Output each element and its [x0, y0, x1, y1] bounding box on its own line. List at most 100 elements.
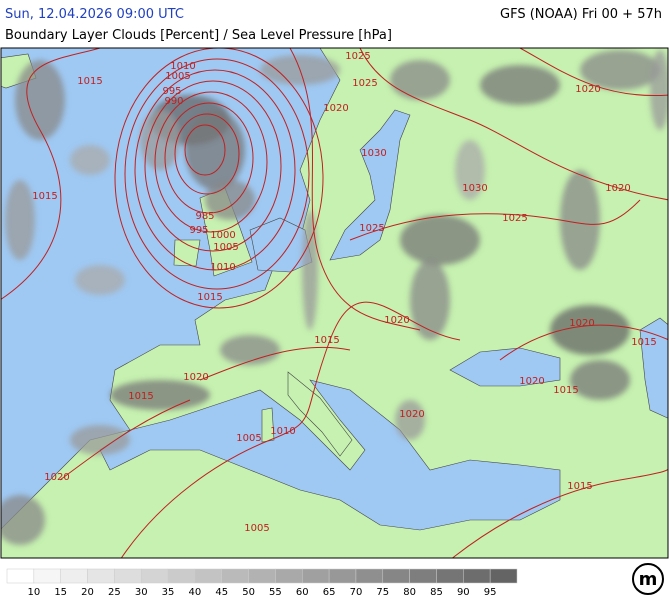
isobar-label: 1020 [569, 318, 594, 329]
isobar [199, 346, 351, 381]
isobar-label: 1010 [270, 426, 295, 437]
isobar-label: 1015 [128, 391, 153, 402]
isobar-label: 1010 [210, 262, 235, 273]
isobar [349, 199, 641, 241]
baltic-sea [329, 109, 411, 261]
legend-swatch [194, 568, 222, 584]
isobar-label: 1025 [345, 51, 370, 62]
legend-swatch [221, 568, 249, 584]
legend-swatch [275, 568, 303, 584]
italy [287, 371, 353, 457]
isobar [184, 124, 226, 176]
isobar-label: 1020 [575, 84, 600, 95]
legend-label: 10 [27, 587, 40, 598]
isobar-label: 1025 [359, 223, 384, 234]
isobar [289, 48, 421, 331]
legend-swatch [409, 568, 437, 584]
isobar [134, 69, 296, 271]
legend-label: 45 [215, 587, 228, 598]
cloud [455, 140, 485, 200]
isobar-label: 1020 [605, 183, 630, 194]
cloud [220, 335, 280, 365]
isobar-label: 1015 [197, 292, 222, 303]
legend-swatch [60, 568, 88, 584]
legend-label: 75 [376, 587, 389, 598]
map-area: 1015101010059959901025102510201030103010… [1, 48, 668, 558]
legend-swatch [302, 568, 330, 584]
cloud [395, 400, 425, 440]
isobar-label: 1015 [32, 191, 57, 202]
legend-swatch [6, 568, 35, 584]
isobar-label: 1005 [165, 71, 190, 82]
isobar [451, 468, 668, 558]
map-frame [0, 47, 669, 559]
legend-swatch [463, 568, 491, 584]
isobar-label: 1015 [553, 385, 578, 396]
isobar [519, 48, 668, 97]
isobar-label: 1030 [462, 183, 487, 194]
isobars [1, 48, 668, 558]
cloud [650, 50, 668, 130]
legend-label: 90 [457, 587, 470, 598]
logo: m [632, 563, 664, 595]
cloud [70, 145, 110, 175]
isobar [124, 58, 310, 290]
cloud [410, 260, 450, 340]
legend-swatch [248, 568, 276, 584]
sardinia [261, 407, 275, 443]
legend-swatch [87, 568, 115, 584]
legend-swatch [382, 568, 410, 584]
legend-label: 65 [323, 587, 336, 598]
legend: 10 15 20 25 30 35 40 45 50 55 60 65 70 75 80 85 90 95 [6, 568, 518, 598]
caspian-sea [639, 317, 668, 419]
isobar-label: 1015 [631, 337, 656, 348]
legend-swatch [436, 568, 464, 584]
legend-label: 30 [135, 587, 148, 598]
isobar [59, 399, 191, 481]
isobar-label: 1025 [502, 213, 527, 224]
ireland [173, 239, 201, 267]
cloud [570, 360, 630, 400]
isobar-label: 1000 [210, 230, 235, 241]
isobar [154, 91, 268, 233]
isobar-label: 995 [162, 86, 181, 97]
cloud [15, 60, 65, 140]
isobar-label: 1005 [244, 523, 269, 534]
legend-swatch [140, 568, 169, 584]
legend-label: 40 [189, 587, 202, 598]
legend-swatch [489, 568, 518, 584]
cloud [1, 495, 45, 545]
legend-label: 35 [162, 587, 175, 598]
isobar-label: 1010 [170, 61, 195, 72]
isobar-label: 1020 [384, 315, 409, 326]
black-sea [449, 347, 561, 387]
cloud [205, 180, 255, 220]
isobar [1, 48, 101, 300]
legend-label: 55 [269, 587, 282, 598]
cloud [560, 170, 600, 270]
cloud [400, 215, 480, 265]
legend-swatch [114, 568, 142, 584]
isobar-label: 1015 [314, 335, 339, 346]
legend-label: 95 [484, 587, 497, 598]
isobar-label: 990 [164, 96, 183, 107]
legend-label: 15 [54, 587, 67, 598]
legend-swatch [328, 568, 357, 584]
cloud [185, 110, 245, 190]
isobar-label: 1025 [352, 78, 377, 89]
legend-swatch [355, 568, 384, 584]
isobar-label: 1030 [361, 148, 386, 159]
isobar-label: 985 [195, 211, 214, 222]
cloud [5, 180, 35, 260]
isobar [164, 102, 254, 214]
logo-circle [632, 563, 664, 595]
isobar-label: 1020 [519, 376, 544, 387]
map-title: Boundary Layer Clouds [Percent] / Sea Le… [5, 28, 392, 43]
isobar-labels: 1015101010059959901025102510201030103010… [32, 51, 656, 534]
isobar [144, 80, 282, 252]
legend-label: 60 [296, 587, 309, 598]
cloud [302, 210, 318, 330]
isobar-label: 995 [189, 225, 208, 236]
mediterranean-sea [99, 379, 561, 531]
